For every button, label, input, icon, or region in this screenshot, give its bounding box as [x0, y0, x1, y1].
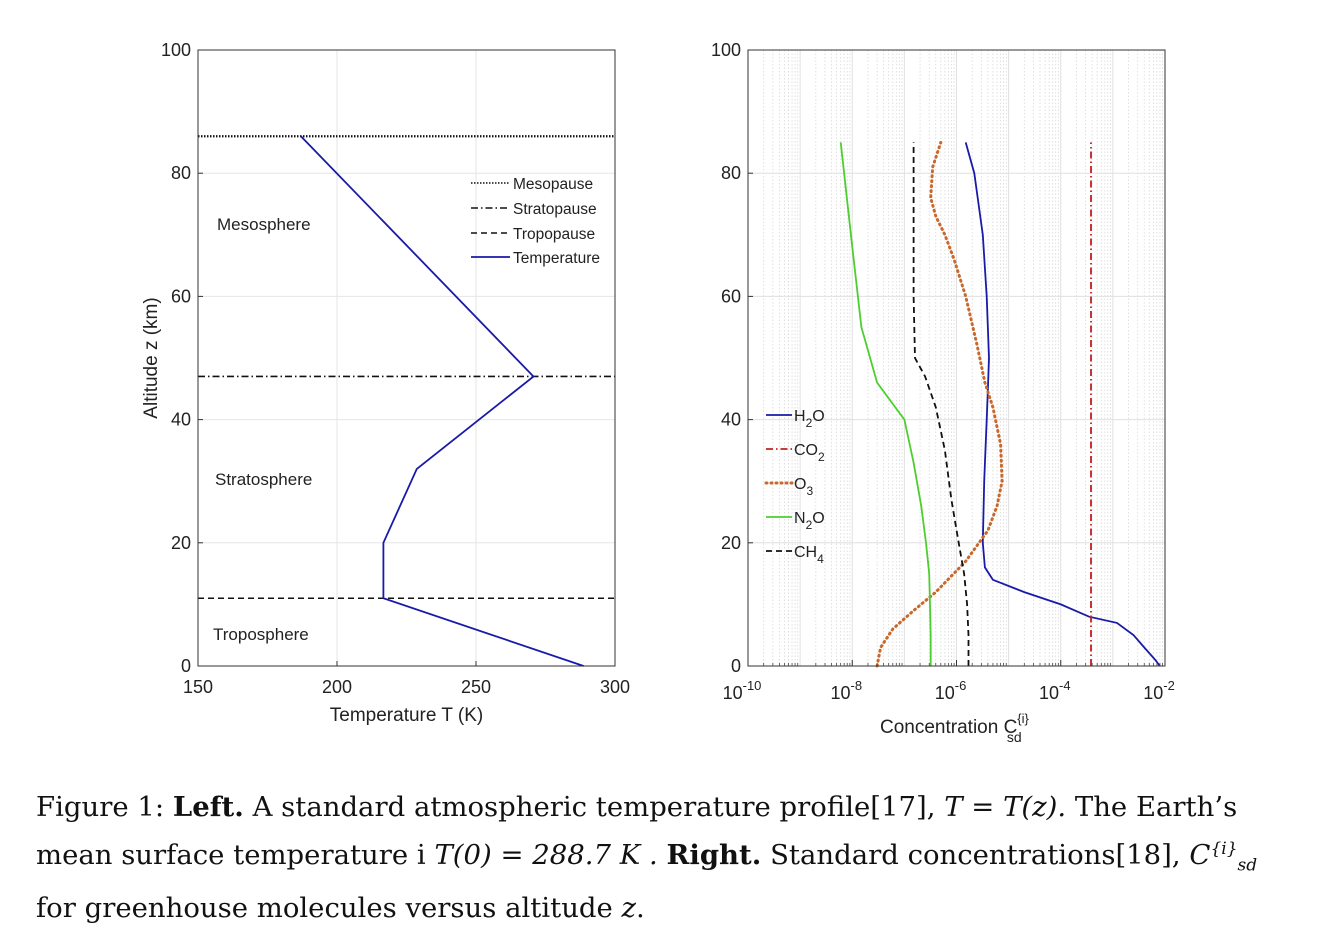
- left-plot-area: [198, 50, 615, 666]
- right-x-tick-label: 10-6: [935, 678, 967, 703]
- right-ticks: 10-10 10-8 10-6 10-4 10-2 0 20 40 60 80 100: [711, 40, 1175, 703]
- right-y-tick-label: 40: [721, 410, 741, 430]
- left-y-tick-label: 0: [181, 656, 191, 676]
- caption-right-heading: Right.: [666, 839, 762, 872]
- caption-figure-number: Figure 1:: [36, 791, 165, 823]
- caption-period: .: [636, 891, 645, 924]
- left-y-tick-label: 40: [171, 410, 191, 430]
- legend-o3-label: O3: [794, 476, 813, 498]
- caption-right-text: Standard concentrations[18],: [770, 839, 1181, 872]
- right-y-tick-label: 20: [721, 533, 741, 553]
- left-y-tick-label: 60: [171, 286, 191, 306]
- caption-equation-2: T(0) = 288.7 K .: [434, 839, 658, 872]
- right-y-tick-label: 60: [721, 286, 741, 306]
- mesosphere-label: Mesosphere: [217, 215, 311, 234]
- caption-c-sub: sd: [1237, 855, 1258, 876]
- right-legend: H2O CO2 O3 N2O CH4: [764, 408, 825, 566]
- legend-ch4-label: CH4: [794, 544, 824, 566]
- left-y-tick-label: 80: [171, 163, 191, 183]
- right-x-tick-label: 10-10: [723, 678, 762, 703]
- left-boundary-lines: [198, 135, 615, 600]
- right-series: [839, 140, 1161, 668]
- series-o3: [875, 140, 1004, 668]
- caption-z-symbol: z: [621, 891, 637, 924]
- right-y-tick-label: 100: [711, 40, 741, 60]
- troposphere-label: Troposphere: [213, 625, 309, 644]
- caption-c-sup: {i}: [1210, 839, 1238, 859]
- left-plot-frame: [197, 49, 616, 667]
- figure-caption: Figure 1: Left. A standard atmospheric t…: [36, 786, 1286, 929]
- right-y-tick-label: 80: [721, 163, 741, 183]
- caption-c-symbol: C{i}sd: [1189, 839, 1257, 876]
- left-x-tick-label: 200: [322, 677, 352, 697]
- left-ticks: 150 200 250 300 0 20 40 60 80 100: [161, 40, 630, 697]
- series-temperature: [300, 135, 584, 667]
- right-chart: 10-10 10-8 10-6 10-4 10-2 0 20 40 60 80 100 H2O CO2…: [711, 40, 1175, 745]
- left-x-tick-label: 150: [183, 677, 213, 697]
- left-y-tick-label: 100: [161, 40, 191, 60]
- caption-c-letter: C: [1189, 839, 1211, 872]
- right-x-tick-label: 10-8: [830, 678, 862, 703]
- legend-stratopause-label: Stratopause: [513, 201, 597, 218]
- legend-temperature-label: Temperature: [513, 250, 600, 267]
- legend-tropopause-label: Tropopause: [513, 226, 595, 243]
- right-x-axis-label-sup: {i}: [1017, 711, 1029, 726]
- series-ch4: [912, 142, 970, 666]
- caption-left-heading: Left.: [172, 791, 244, 823]
- caption-left-text: A standard atmospheric temperature profi…: [252, 791, 936, 823]
- left-y-tick-label: 20: [171, 533, 191, 553]
- legend-n2o-label: N2O: [794, 510, 825, 532]
- right-x-axis-label-main: Concentration C: [880, 717, 1017, 738]
- caption-earth-text: The Earth’s mean surface temperature i: [36, 791, 1238, 872]
- right-x-axis-label-sub: sd: [1007, 729, 1022, 745]
- left-legend: Mesopause Stratopause Tropopause Tempera…: [471, 176, 600, 267]
- right-x-axis-label: Concentration C{i} sd: [880, 711, 1030, 745]
- stratosphere-label: Stratosphere: [215, 470, 312, 489]
- right-x-tick-label: 10-4: [1039, 678, 1071, 703]
- series-h2o: [964, 142, 1161, 667]
- left-chart: 150 200 250 300 0 20 40 60 80 100 Mesosphere Stra…: [141, 40, 630, 726]
- left-x-tick-label: 300: [600, 677, 630, 697]
- left-x-tick-label: 250: [461, 677, 491, 697]
- caption-for-text: for greenhouse molecules versus altitude: [36, 891, 613, 924]
- caption-equation-1: T = T(z).: [944, 791, 1067, 823]
- series-n2o: [839, 142, 932, 666]
- left-series: [300, 135, 584, 667]
- legend-mesopause-label: Mesopause: [513, 176, 593, 193]
- left-x-axis-label: Temperature T (K): [330, 705, 483, 726]
- legend-h2o-label: H2O: [794, 408, 825, 430]
- right-x-tick-label: 10-2: [1143, 678, 1175, 703]
- left-y-axis-label: Altitude z (km): [141, 297, 162, 418]
- right-y-tick-label: 0: [731, 656, 741, 676]
- legend-co2-label: CO2: [794, 442, 825, 464]
